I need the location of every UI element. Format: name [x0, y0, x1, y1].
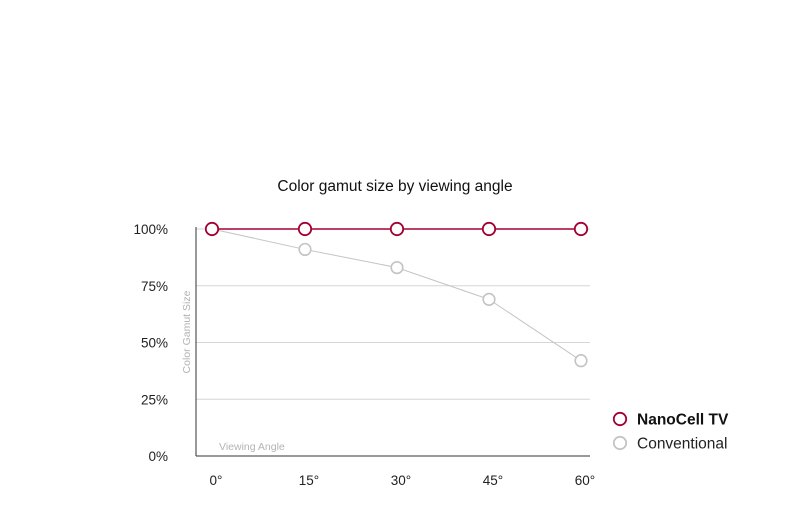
data-point [390, 260, 404, 275]
legend: NanoCell TV Conventional [612, 411, 729, 453]
y-tick-label: 50% [141, 336, 168, 351]
x-tick-label: 45° [483, 473, 503, 488]
chart-title: Color gamut size by viewing angle [277, 178, 512, 195]
y-axis-title: Color Gamut Size [181, 290, 193, 373]
x-tick-label: 30° [391, 473, 411, 488]
axes [195, 227, 590, 457]
legend-label: Conventional [637, 436, 727, 453]
y-tick-label: 75% [141, 279, 168, 294]
gridlines [196, 228, 590, 400]
x-tick-label: 0° [210, 473, 223, 488]
x-tick-labels: 0° 15° 30° 45° 60° [210, 473, 596, 488]
data-point [389, 221, 405, 237]
legend-marker [612, 435, 628, 451]
data-point [204, 221, 220, 237]
data-point [481, 221, 497, 237]
y-tick-label: 100% [133, 222, 168, 237]
y-tick-labels: 0% 25% 50% 75% 100% [133, 222, 168, 464]
data-point [573, 221, 589, 237]
y-tick-label: 0% [148, 449, 168, 464]
series-group [204, 221, 589, 368]
x-tick-label: 60° [575, 473, 595, 488]
series-line [211, 228, 582, 362]
legend-marker [612, 411, 628, 427]
data-point [297, 221, 313, 237]
data-point [574, 354, 588, 368]
y-tick-label: 25% [141, 392, 168, 407]
data-point [298, 242, 312, 257]
data-point [482, 292, 496, 306]
x-tick-label: 15° [299, 473, 319, 488]
legend-label: NanoCell TV [637, 412, 729, 429]
x-axis-title: Viewing Angle [219, 441, 285, 453]
